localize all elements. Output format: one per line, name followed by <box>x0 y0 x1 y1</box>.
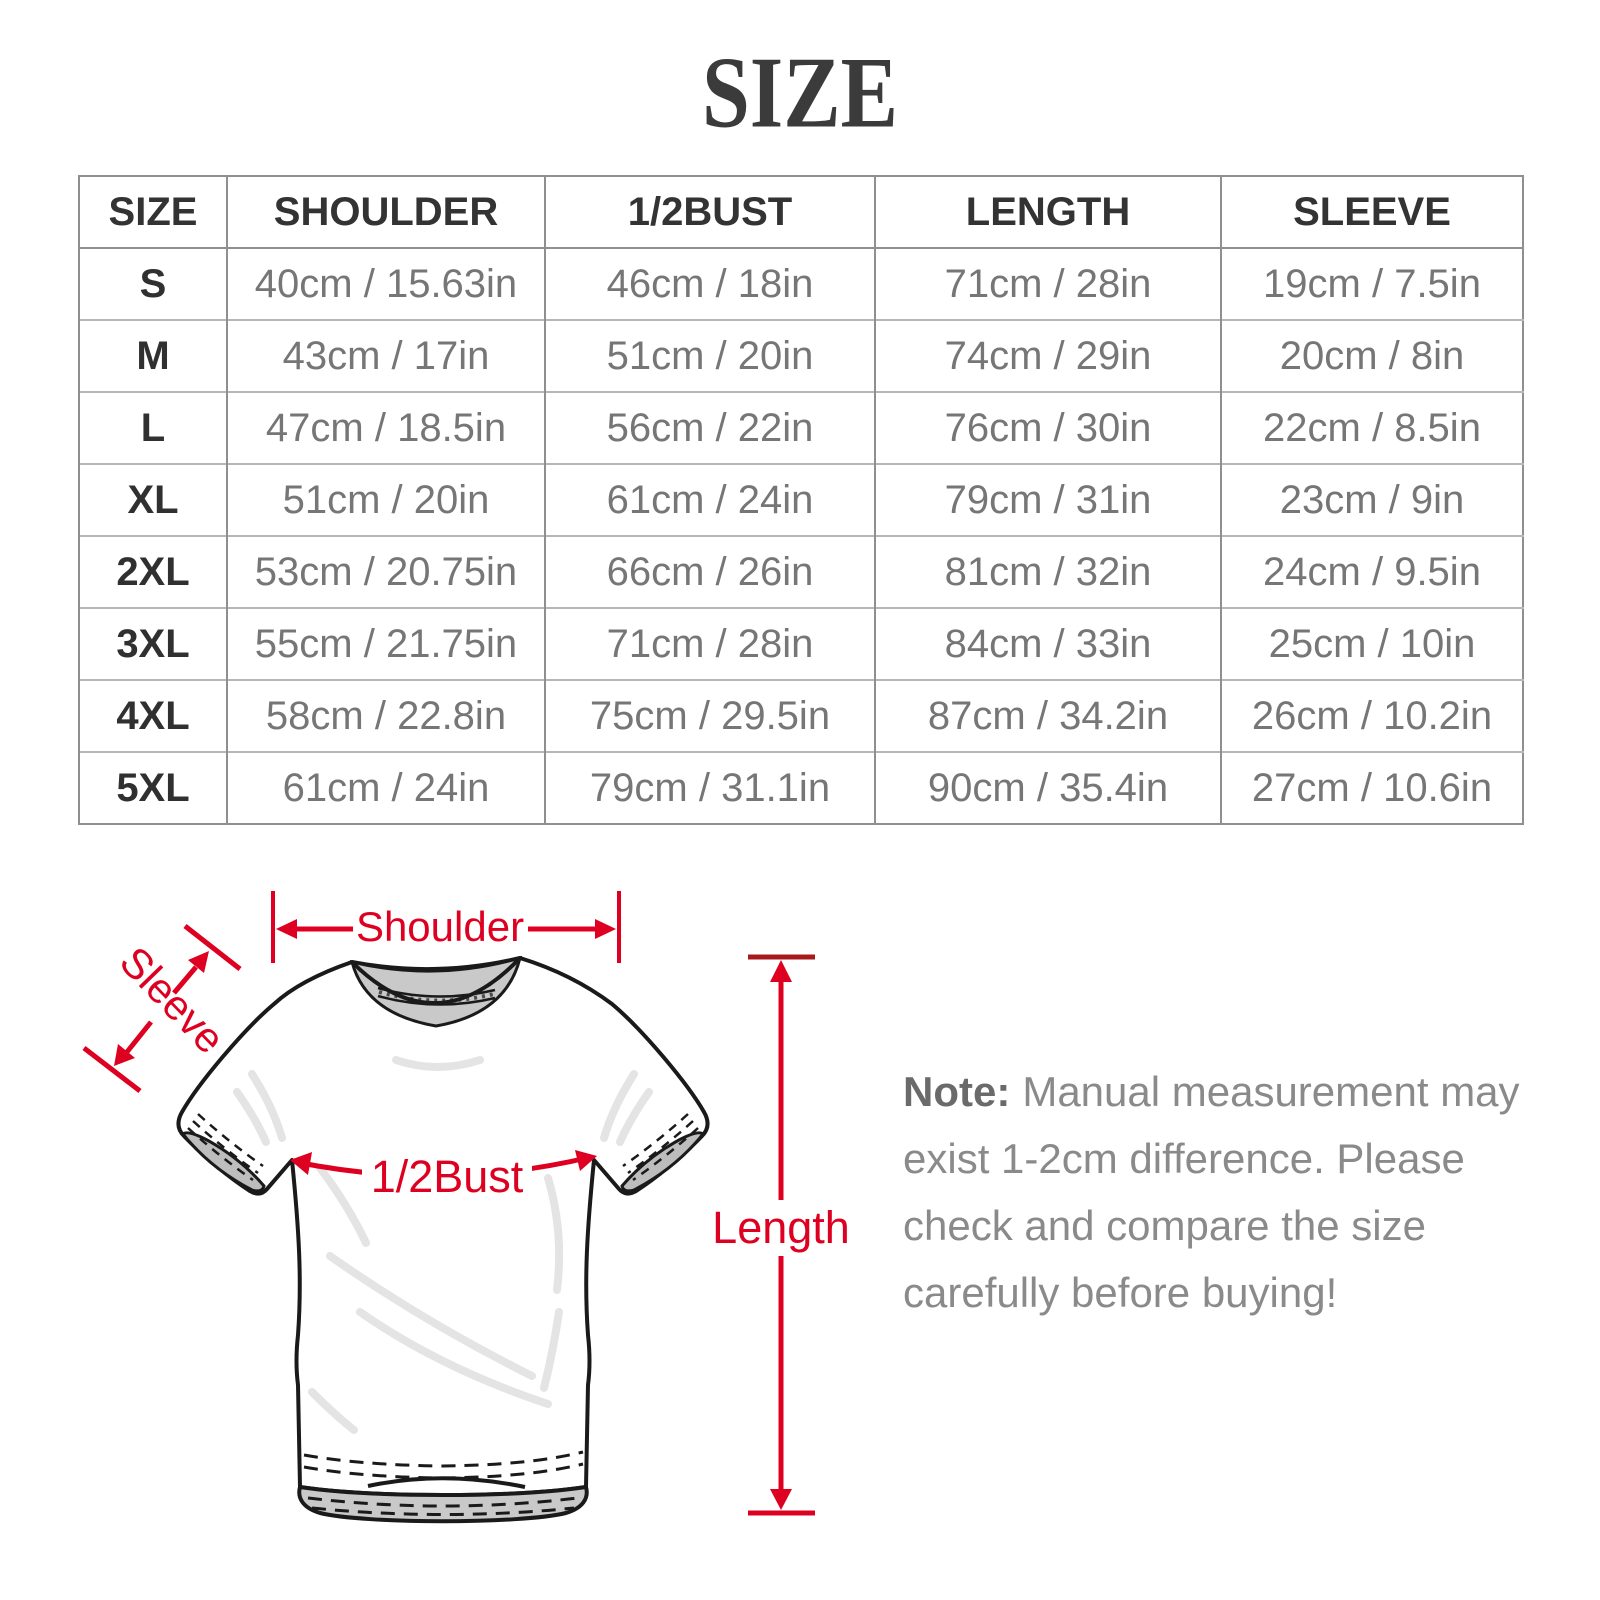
tshirt-measurement-diagram: Shoulder Sleeve 1/2Bust <box>82 891 850 1524</box>
header-size: SIZE <box>78 176 227 249</box>
shoulder-arrowhead-left <box>276 919 297 939</box>
length-arrowhead-up <box>770 960 792 982</box>
sleeve-tick-top <box>183 924 242 971</box>
cell-size: 3XL <box>78 607 227 680</box>
collar-front-band-edge <box>350 956 522 1005</box>
cell-sleeve: 26cm / 10.2in <box>1220 679 1523 752</box>
cell-bust: 66cm / 26in <box>544 535 875 608</box>
bust-label: 1/2Bust <box>371 1151 524 1202</box>
cell-sleeve: 19cm / 7.5in <box>1220 248 1523 320</box>
measurement-note: Note: Manual measurement may exist 1-2cm … <box>903 1058 1523 1326</box>
cuff-stitch-lines <box>187 1113 699 1182</box>
sleeve-label: Sleeve <box>111 937 234 1062</box>
cell-shoulder: 47cm / 18.5in <box>226 391 545 464</box>
table-row: 5XL 61cm / 24in 79cm / 31.1in 90cm / 35.… <box>78 751 1523 824</box>
cell-sleeve: 20cm / 8in <box>1220 319 1523 392</box>
note-text: Manual measurement may <box>1022 1068 1520 1115</box>
cell-bust: 61cm / 24in <box>544 463 875 536</box>
sleeve-tick-bottom <box>82 1046 142 1093</box>
tshirt-body-outline <box>176 956 710 1497</box>
cell-bust: 79cm / 31.1in <box>544 751 875 824</box>
tshirt-wrinkle-lines <box>233 1056 653 1434</box>
cell-length: 76cm / 30in <box>874 391 1221 464</box>
left-cuff-inner <box>180 1131 266 1193</box>
size-table: SIZE SHOULDER 1/2BUST LENGTH SLEEVE S 40… <box>78 175 1524 825</box>
table-row: XL 51cm / 20in 61cm / 24in 79cm / 31in 2… <box>78 463 1523 536</box>
shoulder-label: Shoulder <box>356 903 524 950</box>
table-row: 2XL 53cm / 20.75in 66cm / 26in 81cm / 32… <box>78 535 1523 608</box>
bust-arrowhead-right <box>575 1150 597 1171</box>
cell-bust: 46cm / 18in <box>544 248 875 320</box>
cell-bust: 56cm / 22in <box>544 391 875 464</box>
table-row: 4XL 58cm / 22.8in 75cm / 29.5in 87cm / 3… <box>78 679 1523 752</box>
page-title-text: SIZE <box>701 35 899 150</box>
cell-size: 4XL <box>78 679 227 752</box>
shoulder-arrowhead-right <box>595 919 616 939</box>
table-row: M 43cm / 17in 51cm / 20in 74cm / 29in 20… <box>78 319 1523 392</box>
cell-shoulder: 40cm / 15.63in <box>226 248 545 320</box>
note-line: check and compare the size <box>903 1202 1426 1249</box>
cell-shoulder: 58cm / 22.8in <box>226 679 545 752</box>
cell-length: 81cm / 32in <box>874 535 1221 608</box>
cell-sleeve: 24cm / 9.5in <box>1220 535 1523 608</box>
cell-sleeve: 23cm / 9in <box>1220 463 1523 536</box>
right-cuff-inner <box>620 1131 706 1193</box>
cell-shoulder: 51cm / 20in <box>226 463 545 536</box>
note-line: exist 1-2cm difference. Please <box>903 1135 1465 1182</box>
cell-length: 84cm / 33in <box>874 607 1221 680</box>
cell-bust: 51cm / 20in <box>544 319 875 392</box>
table-header-row: SIZE SHOULDER 1/2BUST LENGTH SLEEVE <box>78 176 1523 249</box>
cell-shoulder: 43cm / 17in <box>226 319 545 392</box>
cell-length: 79cm / 31in <box>874 463 1221 536</box>
cell-size: M <box>78 319 227 392</box>
shoulder-measure-annotation: Shoulder <box>271 891 621 963</box>
cell-sleeve: 27cm / 10.6in <box>1220 751 1523 824</box>
header-shoulder: SHOULDER <box>226 176 545 249</box>
cell-shoulder: 61cm / 24in <box>226 751 545 824</box>
header-length: LENGTH <box>874 176 1221 249</box>
note-label: Note: <box>903 1068 1011 1115</box>
cell-shoulder: 53cm / 20.75in <box>226 535 545 608</box>
cell-size: 5XL <box>78 751 227 824</box>
hem-band-stitch-lines <box>307 1496 579 1516</box>
cell-bust: 75cm / 29.5in <box>544 679 875 752</box>
cell-shoulder: 55cm / 21.75in <box>226 607 545 680</box>
cell-size: 2XL <box>78 535 227 608</box>
collar-inner-shade <box>349 955 523 1028</box>
table-row: 3XL 55cm / 21.75in 71cm / 28in 84cm / 33… <box>78 607 1523 680</box>
page-title: SIZE <box>0 35 1600 150</box>
table-row: L 47cm / 18.5in 56cm / 22in 76cm / 30in … <box>78 391 1523 464</box>
header-sleeve: SLEEVE <box>1220 176 1523 249</box>
sleeve-arrowhead-down <box>114 1044 135 1066</box>
cell-length: 74cm / 29in <box>874 319 1221 392</box>
cell-size: L <box>78 391 227 464</box>
sleeve-arrowhead-up <box>188 951 209 973</box>
cell-length: 71cm / 28in <box>874 248 1221 320</box>
cell-length: 87cm / 34.2in <box>874 679 1221 752</box>
table-row: S 40cm / 15.63in 46cm / 18in 71cm / 28in… <box>78 248 1523 320</box>
cell-bust: 71cm / 28in <box>544 607 875 680</box>
length-arrowhead-down <box>770 1489 792 1510</box>
cell-sleeve: 22cm / 8.5in <box>1220 391 1523 464</box>
length-measure-annotation: Length <box>712 954 850 1516</box>
header-bust: 1/2BUST <box>544 176 875 249</box>
length-label: Length <box>712 1202 850 1253</box>
hem-fold-line <box>367 1476 526 1489</box>
bust-arrowhead-left <box>290 1152 312 1175</box>
note-line: Note: Manual measurement may <box>903 1058 1523 1125</box>
cell-size: S <box>78 248 227 320</box>
cell-length: 90cm / 35.4in <box>874 751 1221 824</box>
cell-size: XL <box>78 463 227 536</box>
cell-sleeve: 25cm / 10in <box>1220 607 1523 680</box>
bust-measure-annotation: 1/2Bust <box>290 1148 597 1202</box>
note-line: carefully before buying! <box>903 1269 1338 1316</box>
